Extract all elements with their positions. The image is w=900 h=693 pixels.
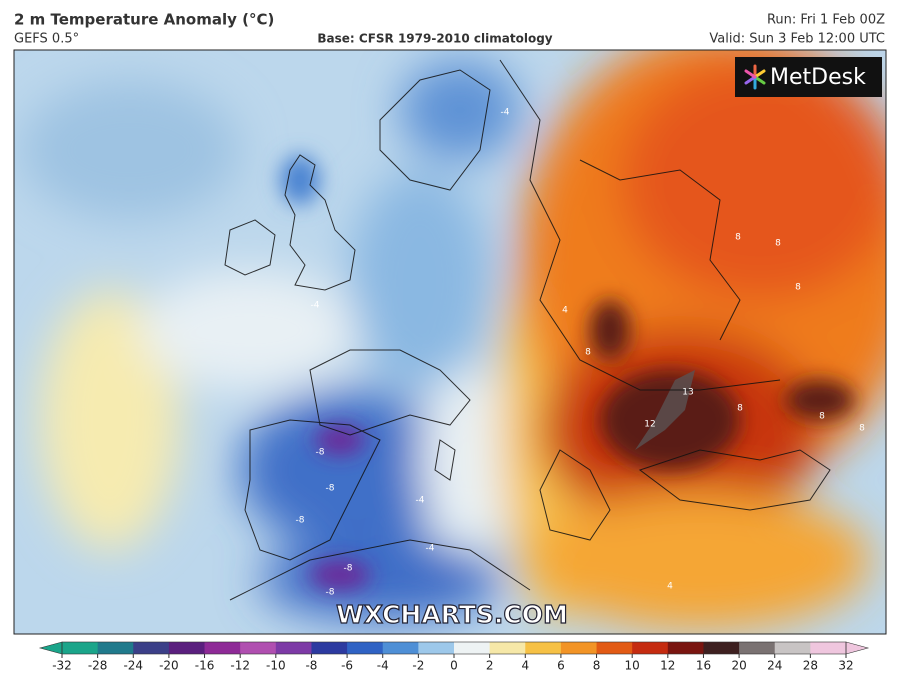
colorbar-segment: [560, 642, 598, 654]
contour-label: 8: [775, 239, 781, 249]
colorbar-segment: [454, 642, 491, 654]
contour-label: 8: [737, 404, 743, 414]
colorbar-segment: [739, 642, 776, 654]
colorbar-segment: [774, 642, 811, 654]
valid: Valid: Sun 3 Feb 12:00 UTC: [709, 32, 885, 47]
colorbar-segment: [525, 642, 562, 654]
contour-label: -8: [296, 516, 305, 526]
colorbar-tick-label: 20: [731, 659, 746, 673]
colorbar-segment: [275, 642, 312, 654]
logo: MetDesk: [735, 57, 882, 97]
contour-label: -4: [426, 544, 435, 554]
colorbar: -32 -28 -24 -20 -16 -12 -10 -8 -6 -4 -2 0 2 4 6 8 10 12 16…: [38, 641, 870, 673]
colorbar-segment: [810, 642, 847, 654]
contour-label: -4: [416, 496, 425, 506]
contour-label: -8: [344, 564, 353, 574]
colorbar-tick-label: -2: [412, 659, 424, 673]
colorbar-segment: [632, 642, 669, 654]
colorbar-tick-label: -6: [341, 659, 353, 673]
logo-text: MetDesk: [770, 65, 866, 90]
contour-label: -8: [316, 448, 325, 458]
colorbar-tick-label: 8: [593, 659, 601, 673]
contour-label: -8: [326, 484, 335, 494]
model: GEFS 0.5°: [14, 32, 79, 47]
colorbar-segment: [418, 642, 455, 654]
colorbar-tick-label: 32: [838, 659, 853, 673]
colorbar-segment: [204, 642, 241, 654]
colorbar-tick-label: 10: [625, 659, 640, 673]
contour-label: 4: [562, 306, 568, 316]
colorbar-tick-label: -32: [52, 659, 72, 673]
base: Base: CFSR 1979-2010 climatology: [317, 32, 552, 46]
colorbar-segment: [240, 642, 277, 654]
colorbar-tick-label: -28: [88, 659, 108, 673]
colorbar-tick-label: 4: [521, 659, 529, 673]
contour-label: 8: [859, 424, 865, 434]
colorbar-tick-label: 28: [803, 659, 818, 673]
colorbar-segment: [62, 642, 99, 654]
colorbar-segment: [347, 642, 384, 654]
colorbar-segment: [667, 642, 704, 654]
colorbar-tick-label: 16: [696, 659, 711, 673]
contour-label: -8: [326, 588, 335, 598]
colorbar-tick-label: -16: [195, 659, 215, 673]
colorbar-tick-label: 12: [660, 659, 675, 673]
colorbar-arrow-low: [38, 641, 63, 655]
contour-label: -4: [311, 301, 320, 311]
colorbar-tick-label: 2: [486, 659, 494, 673]
colorbar-segment: [97, 642, 134, 654]
colorbar-tick-label: -10: [266, 659, 286, 673]
colorbar-tick-label: -8: [305, 659, 317, 673]
contour-label: -4: [501, 108, 510, 118]
colorbar-segment: [168, 642, 206, 654]
map: -4 -4 -4 -8 -8 -8 -8 -8 -4 8 8 8 8 12 13 8 8 8 4 4: [14, 50, 886, 634]
contour-label: 8: [795, 283, 801, 293]
colorbar-tick-label: 6: [557, 659, 565, 673]
colorbar-tick-label: -12: [230, 659, 250, 673]
colorbar-tick-label: 0: [450, 659, 458, 673]
colorbar-segment: [489, 642, 526, 654]
colorbar-segment: [311, 642, 348, 654]
contour-label: 13: [682, 388, 693, 398]
colorbar-tick-label: -24: [123, 659, 143, 673]
run: Run: Fri 1 Feb 00Z: [767, 13, 885, 28]
contour-label: 8: [585, 348, 591, 358]
colorbar-tick-label: 24: [767, 659, 782, 673]
contour-label: 8: [735, 233, 741, 243]
contour-label: 12: [644, 420, 655, 430]
colorbar-tick-label: -20: [159, 659, 179, 673]
colorbar-segment: [703, 642, 740, 654]
contour-label: 8: [819, 412, 825, 422]
colorbar-segment: [596, 642, 633, 654]
colorbar-segment: [382, 642, 419, 654]
contour-labels: -4 -4 -4 -8 -8 -8 -8 -8 -4 8 8 8 8 12 13 8 8 8 4 4: [296, 108, 866, 598]
colorbar-arrow-high: [845, 641, 870, 655]
title: 2 m Temperature Anomaly (°C): [14, 11, 274, 29]
contour-label: 4: [667, 582, 673, 592]
colorbar-segment: [133, 642, 170, 654]
colorbar-tick-label: -4: [377, 659, 389, 673]
watermark: WXCHARTS.COM: [336, 600, 568, 629]
